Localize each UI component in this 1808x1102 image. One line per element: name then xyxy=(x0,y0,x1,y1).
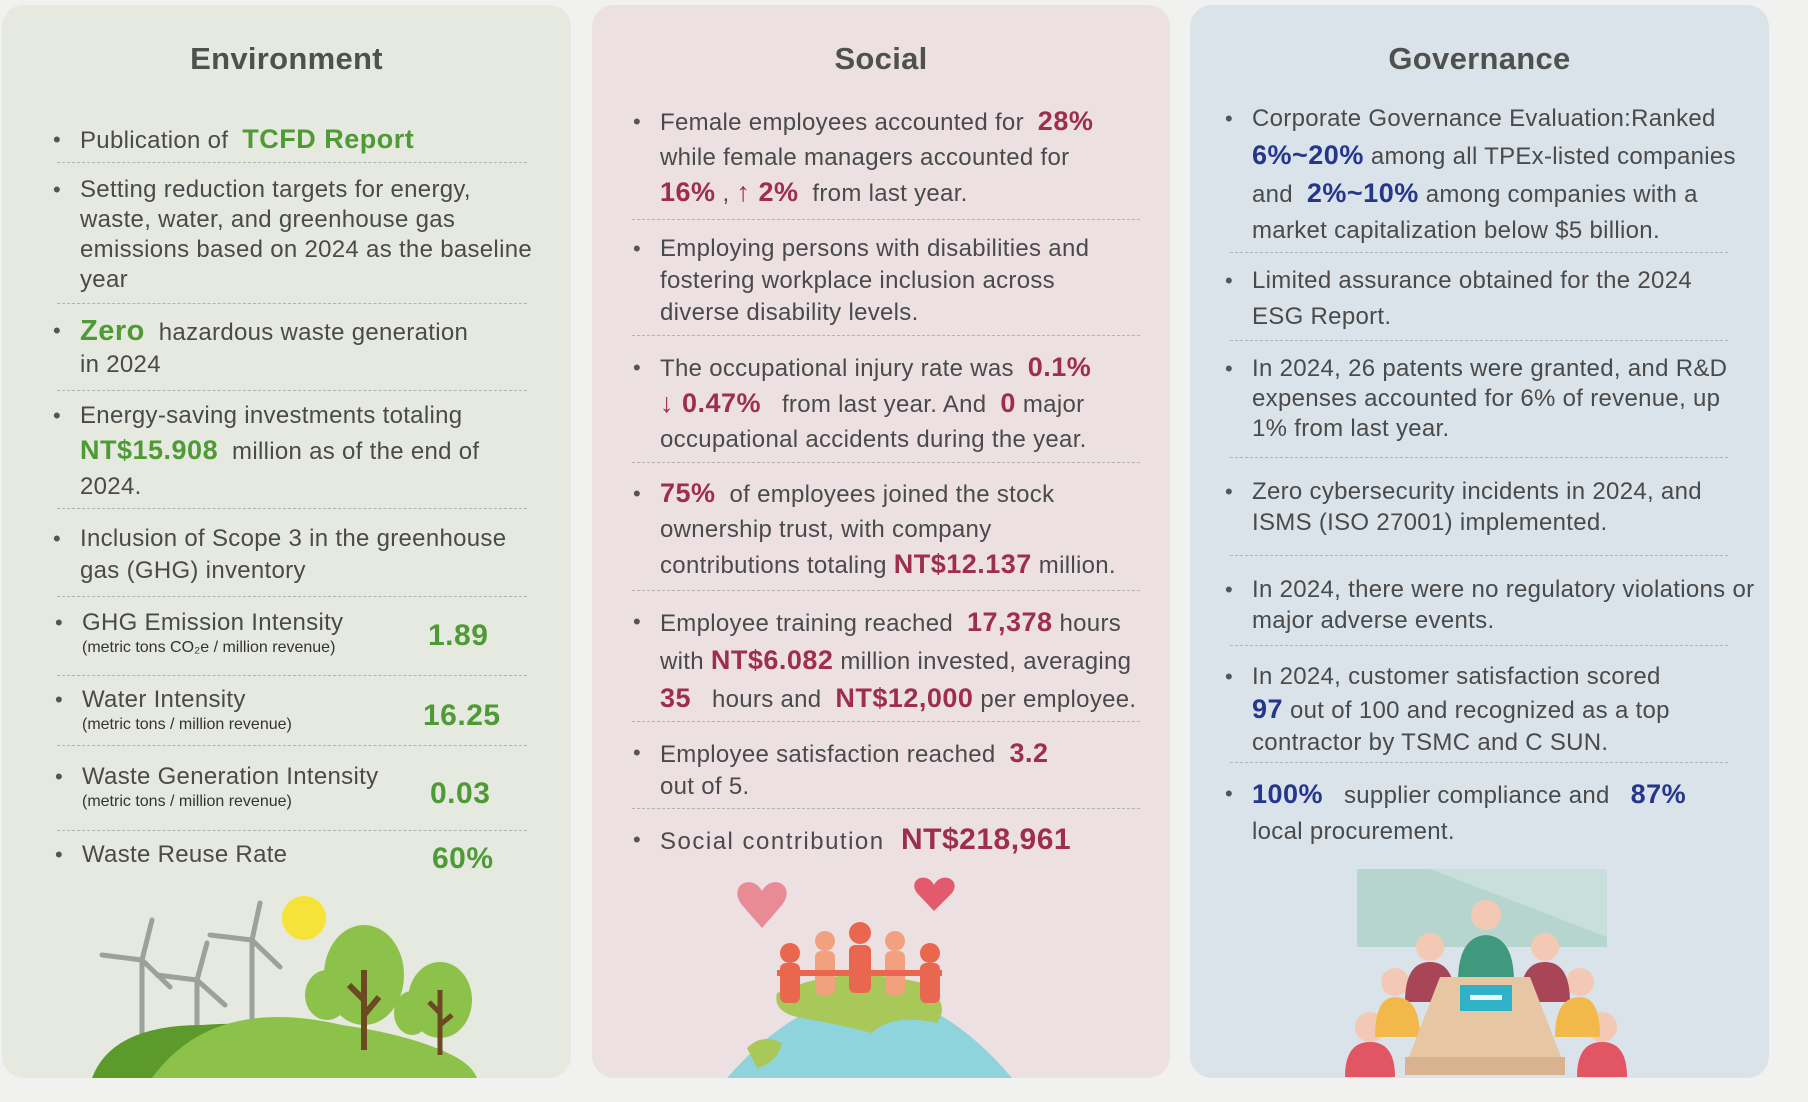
env-item-energy-investment: • Energy-saving investments totaling NT$… xyxy=(53,402,480,500)
governance-title: Governance xyxy=(1388,41,1571,76)
gov-item-supplier: • 100% supplier compliance and 87% local… xyxy=(1225,779,1687,845)
env-item-scope3: • Inclusion of Scope 3 in the greenhouse… xyxy=(53,525,507,584)
env-item-targets: • Setting reduction targets for energy, … xyxy=(53,176,532,293)
soc-item-stock-trust: • 75% of employees joined the stock owne… xyxy=(633,478,1116,579)
env-item-tcfd: • Publication of TCFD Report xyxy=(53,124,415,154)
governance-panel: Governance • Corporate Governance Evalua… xyxy=(1190,5,1769,1078)
gov-item-regulatory: • In 2024, there were no regulatory viol… xyxy=(1225,576,1755,634)
wind-turbine-trees-illustration xyxy=(92,896,477,1078)
env-item-zero-waste: • Zero hazardous waste generation in 202… xyxy=(53,315,469,378)
env-metric-waste-value: 0.03 xyxy=(430,777,491,810)
soc-item-disabilities: • Employing persons with disabilities an… xyxy=(633,235,1090,326)
environment-title: Environment xyxy=(190,41,383,76)
meeting-room-illustration xyxy=(1345,869,1627,1077)
env-metric-reuse: • Waste Reuse Rate xyxy=(55,841,288,868)
gov-item-cybersecurity: • Zero cybersecurity incidents in 2024, … xyxy=(1225,478,1702,536)
env-metric-reuse-value: 60% xyxy=(432,842,494,875)
social-title: Social xyxy=(834,41,928,76)
soc-item-female: • Female employees accounted for 28% whi… xyxy=(633,106,1094,207)
env-metric-ghg-value: 1.89 xyxy=(428,619,489,652)
soc-item-satisfaction: • Employee satisfaction reached 3.2 out … xyxy=(633,738,1049,800)
env-metric-ghg: • GHG Emission Intensity (metric tons CO… xyxy=(55,609,344,656)
environment-panel: Environment • Publication of TCFD Report… xyxy=(2,5,571,1078)
env-metric-water: • Water Intensity (metric tons / million… xyxy=(55,686,292,733)
earth-people-illustration xyxy=(727,877,1012,1078)
gov-item-patents: • In 2024, 26 patents were granted, and … xyxy=(1225,355,1728,442)
gov-item-customer-satisfaction: • In 2024, customer satisfaction scored … xyxy=(1225,663,1670,756)
soc-item-injury: • The occupational injury rate was 0.1% … xyxy=(633,352,1092,453)
soc-item-contribution: • Social contribution NT$218,961 xyxy=(633,823,1072,856)
env-metric-waste: • Waste Generation Intensity (metric ton… xyxy=(55,763,379,810)
gov-item-evaluation: • Corporate Governance Evaluation:Ranked… xyxy=(1225,105,1736,244)
social-panel: Social • Female employees accounted for … xyxy=(592,5,1170,1078)
env-metric-water-value: 16.25 xyxy=(423,699,501,732)
gov-item-assurance: • Limited assurance obtained for the 202… xyxy=(1225,267,1692,330)
soc-item-training: • Employee training reached 17,378 hours… xyxy=(633,607,1137,713)
